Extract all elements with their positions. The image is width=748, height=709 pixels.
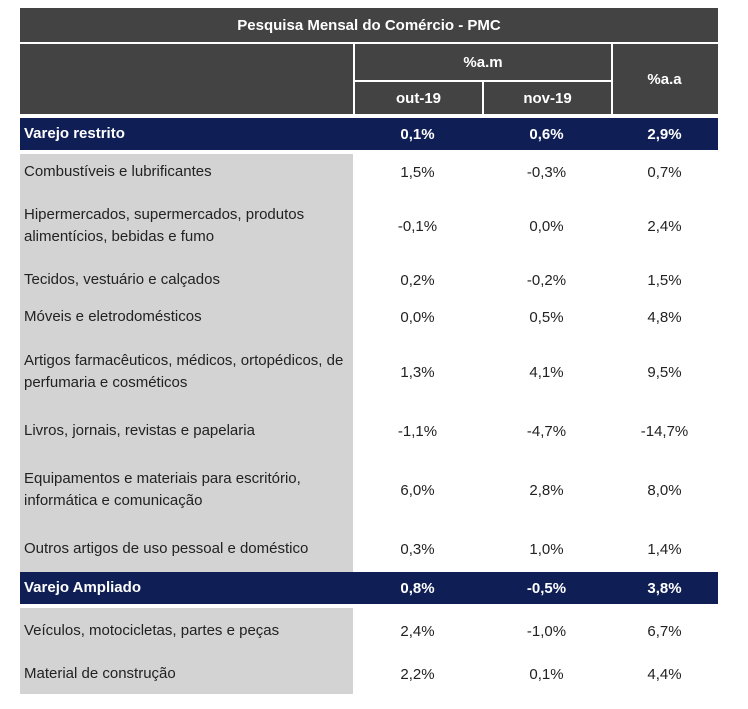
row-value: 9,5% bbox=[647, 363, 682, 381]
table-row: Material de construção 2,2% 0,1% 4,4% bbox=[20, 654, 718, 694]
row-label: Tecidos, vestuário e calçados bbox=[20, 262, 353, 298]
table-row: Hipermercados, supermercados, produtos a… bbox=[20, 190, 718, 262]
row-value: 4,8% bbox=[647, 308, 682, 326]
row-value: 1,5% bbox=[647, 271, 682, 289]
row-value: -0,3% bbox=[526, 163, 567, 181]
row-value: -0,2% bbox=[526, 271, 567, 289]
row-value: -0,1% bbox=[397, 217, 438, 235]
row-value: 6,7% bbox=[647, 622, 682, 640]
row-value: 1,0% bbox=[529, 540, 564, 558]
header-am: %a.m bbox=[353, 44, 613, 80]
table-row: Combustíveis e lubrificantes 1,5% -0,3% … bbox=[20, 154, 718, 190]
row-value: 0,1% bbox=[529, 665, 564, 683]
table-row: Outros artigos de uso pessoal e doméstic… bbox=[20, 526, 718, 572]
table-row: Veículos, motocicletas, partes e peças 2… bbox=[20, 608, 718, 654]
row-label: Veículos, motocicletas, partes e peças bbox=[20, 608, 353, 654]
row-value: 1,5% bbox=[400, 163, 435, 181]
row-value: 0,0% bbox=[400, 308, 435, 326]
row-label: Livros, jornais, revistas e papelaria bbox=[20, 408, 353, 454]
row-value: 0,5% bbox=[529, 308, 564, 326]
header-out-19: out-19 bbox=[353, 82, 482, 114]
row-value: 0,0% bbox=[529, 217, 564, 235]
row-label: Equipamentos e materiais para escritório… bbox=[20, 454, 353, 526]
row-value: 2,4% bbox=[647, 217, 682, 235]
row-label: Hipermercados, supermercados, produtos a… bbox=[20, 190, 353, 262]
section-value: 2,9% bbox=[647, 125, 682, 143]
section-value: 0,1% bbox=[400, 125, 435, 143]
row-value: 4,1% bbox=[529, 363, 564, 381]
table-row: Equipamentos e materiais para escritório… bbox=[20, 454, 718, 526]
table-header: %a.m out-19 nov-19 %a.a bbox=[20, 44, 718, 114]
pmc-table: Pesquisa Mensal do Comércio - PMC %a.m o… bbox=[20, 8, 718, 694]
section-value: -0,5% bbox=[526, 579, 567, 597]
row-value: -4,7% bbox=[526, 422, 567, 440]
section-label: Varejo Ampliado bbox=[20, 572, 353, 604]
row-value: -1,0% bbox=[526, 622, 567, 640]
header-aa: %a.a bbox=[647, 70, 682, 88]
row-value: 0,3% bbox=[400, 540, 435, 558]
row-value: 1,4% bbox=[647, 540, 682, 558]
row-label: Artigos farmacêuticos, médicos, ortopédi… bbox=[20, 336, 353, 408]
section-value: 3,8% bbox=[647, 579, 682, 597]
section-value: 0,8% bbox=[400, 579, 435, 597]
row-label: Móveis e eletrodomésticos bbox=[20, 298, 353, 336]
row-value: 2,8% bbox=[529, 481, 564, 499]
table-row: Artigos farmacêuticos, médicos, ortopédi… bbox=[20, 336, 718, 408]
row-value: 2,4% bbox=[400, 622, 435, 640]
row-value: 1,3% bbox=[400, 363, 435, 381]
header-nov-19: nov-19 bbox=[482, 82, 613, 114]
row-label: Combustíveis e lubrificantes bbox=[20, 154, 353, 190]
table-row: Móveis e eletrodomésticos 0,0% 0,5% 4,8% bbox=[20, 298, 718, 336]
row-value: 8,0% bbox=[647, 481, 682, 499]
row-label: Material de construção bbox=[20, 654, 353, 694]
section-row-varejo-restrito: Varejo restrito 0,1% 0,6% 2,9% bbox=[20, 118, 718, 150]
row-value: 0,2% bbox=[400, 271, 435, 289]
table-row: Tecidos, vestuário e calçados 0,2% -0,2%… bbox=[20, 262, 718, 298]
row-value: 4,4% bbox=[647, 665, 682, 683]
section-label: Varejo restrito bbox=[20, 118, 353, 150]
section-row-varejo-ampliado: Varejo Ampliado 0,8% -0,5% 3,8% bbox=[20, 572, 718, 604]
table-title: Pesquisa Mensal do Comércio - PMC bbox=[20, 8, 718, 42]
row-value: 2,2% bbox=[400, 665, 435, 683]
row-label: Outros artigos de uso pessoal e doméstic… bbox=[20, 526, 353, 572]
header-divider bbox=[353, 80, 613, 82]
row-value: 6,0% bbox=[400, 481, 435, 499]
row-value: -1,1% bbox=[397, 422, 438, 440]
row-value: -14,7% bbox=[640, 422, 689, 440]
table-row: Livros, jornais, revistas e papelaria -1… bbox=[20, 408, 718, 454]
section-value: 0,6% bbox=[529, 125, 564, 143]
row-value: 0,7% bbox=[647, 163, 682, 181]
